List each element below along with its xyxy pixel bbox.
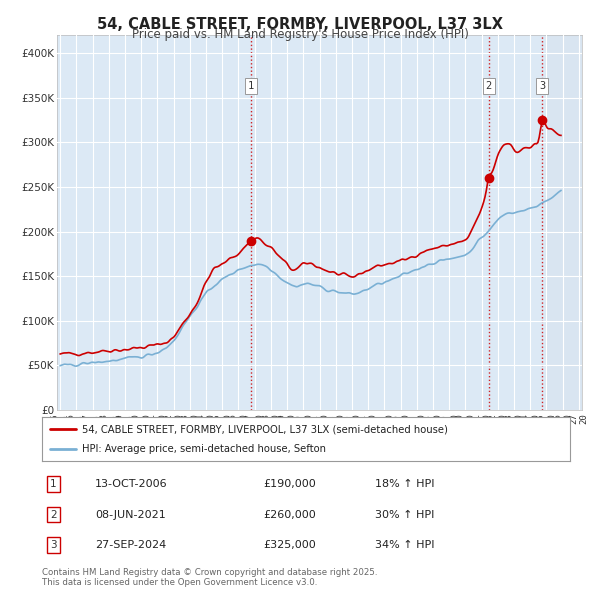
Text: 18% ↑ HPI: 18% ↑ HPI [374, 480, 434, 489]
Text: 30% ↑ HPI: 30% ↑ HPI [374, 510, 434, 520]
Text: Contains HM Land Registry data © Crown copyright and database right 2025.
This d: Contains HM Land Registry data © Crown c… [42, 568, 377, 587]
Text: 2: 2 [485, 81, 492, 91]
Text: £190,000: £190,000 [264, 480, 317, 489]
Text: 1: 1 [248, 81, 254, 91]
Text: 3: 3 [50, 540, 57, 550]
Text: £325,000: £325,000 [264, 540, 317, 550]
Text: HPI: Average price, semi-detached house, Sefton: HPI: Average price, semi-detached house,… [82, 444, 326, 454]
Text: Price paid vs. HM Land Registry's House Price Index (HPI): Price paid vs. HM Land Registry's House … [131, 28, 469, 41]
Text: 54, CABLE STREET, FORMBY, LIVERPOOL, L37 3LX: 54, CABLE STREET, FORMBY, LIVERPOOL, L37… [97, 17, 503, 31]
Text: 27-SEP-2024: 27-SEP-2024 [95, 540, 166, 550]
Text: 1: 1 [50, 480, 57, 489]
Text: 08-JUN-2021: 08-JUN-2021 [95, 510, 166, 520]
Text: 2: 2 [50, 510, 57, 520]
Text: 3: 3 [539, 81, 545, 91]
Text: 34% ↑ HPI: 34% ↑ HPI [374, 540, 434, 550]
Text: 13-OCT-2006: 13-OCT-2006 [95, 480, 167, 489]
Text: 54, CABLE STREET, FORMBY, LIVERPOOL, L37 3LX (semi-detached house): 54, CABLE STREET, FORMBY, LIVERPOOL, L37… [82, 424, 448, 434]
Bar [547, 35, 582, 410]
Text: £260,000: £260,000 [264, 510, 317, 520]
